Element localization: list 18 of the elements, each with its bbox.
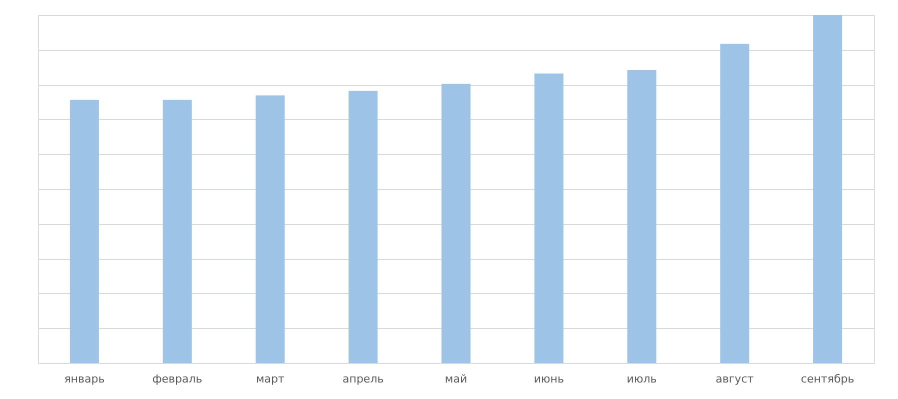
x-tick-label: май [444,372,468,386]
bar [627,70,656,363]
bar [162,100,192,363]
bar [70,100,99,363]
x-tick-label: апрель [342,372,384,386]
x-tick-label: июль [626,372,657,386]
x-tick-label: январь [64,372,105,386]
bar [720,44,750,363]
x-tick-label: сентябрь [800,372,854,386]
bar [813,15,842,363]
bar [442,84,470,363]
bar [534,73,564,363]
bar [256,95,285,363]
x-tick-label: февраль [152,372,202,386]
x-tick-label: июнь [534,372,564,386]
x-tick-label: август [716,372,754,386]
x-tick-label: март [256,372,286,386]
bar [348,90,378,363]
